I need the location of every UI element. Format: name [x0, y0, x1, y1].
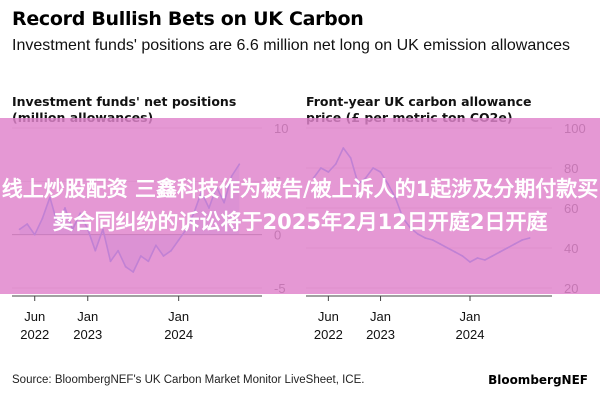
- left-x-tick-month: Jan: [77, 309, 98, 324]
- chart-title: Record Bullish Bets on UK Carbon: [12, 8, 364, 30]
- source-note: Source: BloombergNEF's UK Carbon Market …: [12, 374, 365, 386]
- right-x-tick-year: 2022: [314, 327, 343, 342]
- left-x-tick-month: Jun: [24, 309, 45, 324]
- left-x-tick-year: 2024: [164, 327, 193, 342]
- watermark-overlay: 线上炒股配资 三鑫科技作为被告/被上诉人的1起涉及分期付款买卖合同纠纷的诉讼将于…: [0, 118, 600, 294]
- overlay-text: 线上炒股配资 三鑫科技作为被告/被上诉人的1起涉及分期付款买卖合同纠纷的诉讼将于…: [1, 177, 599, 234]
- left-x-tick-year: 2022: [20, 327, 49, 342]
- left-x-tick-year: 2023: [73, 327, 102, 342]
- right-x-tick-month: Jan: [460, 309, 481, 324]
- right-x-tick-year: 2023: [366, 327, 395, 342]
- right-x-tick-year: 2024: [456, 327, 485, 342]
- brand-logo: BloombergNEF: [488, 373, 588, 387]
- right-x-tick-month: Jan: [370, 309, 391, 324]
- chart-subtitle: Investment funds' positions are 6.6 mill…: [12, 37, 571, 54]
- right-x-tick-month: Jun: [318, 309, 339, 324]
- left-x-tick-month: Jan: [168, 309, 189, 324]
